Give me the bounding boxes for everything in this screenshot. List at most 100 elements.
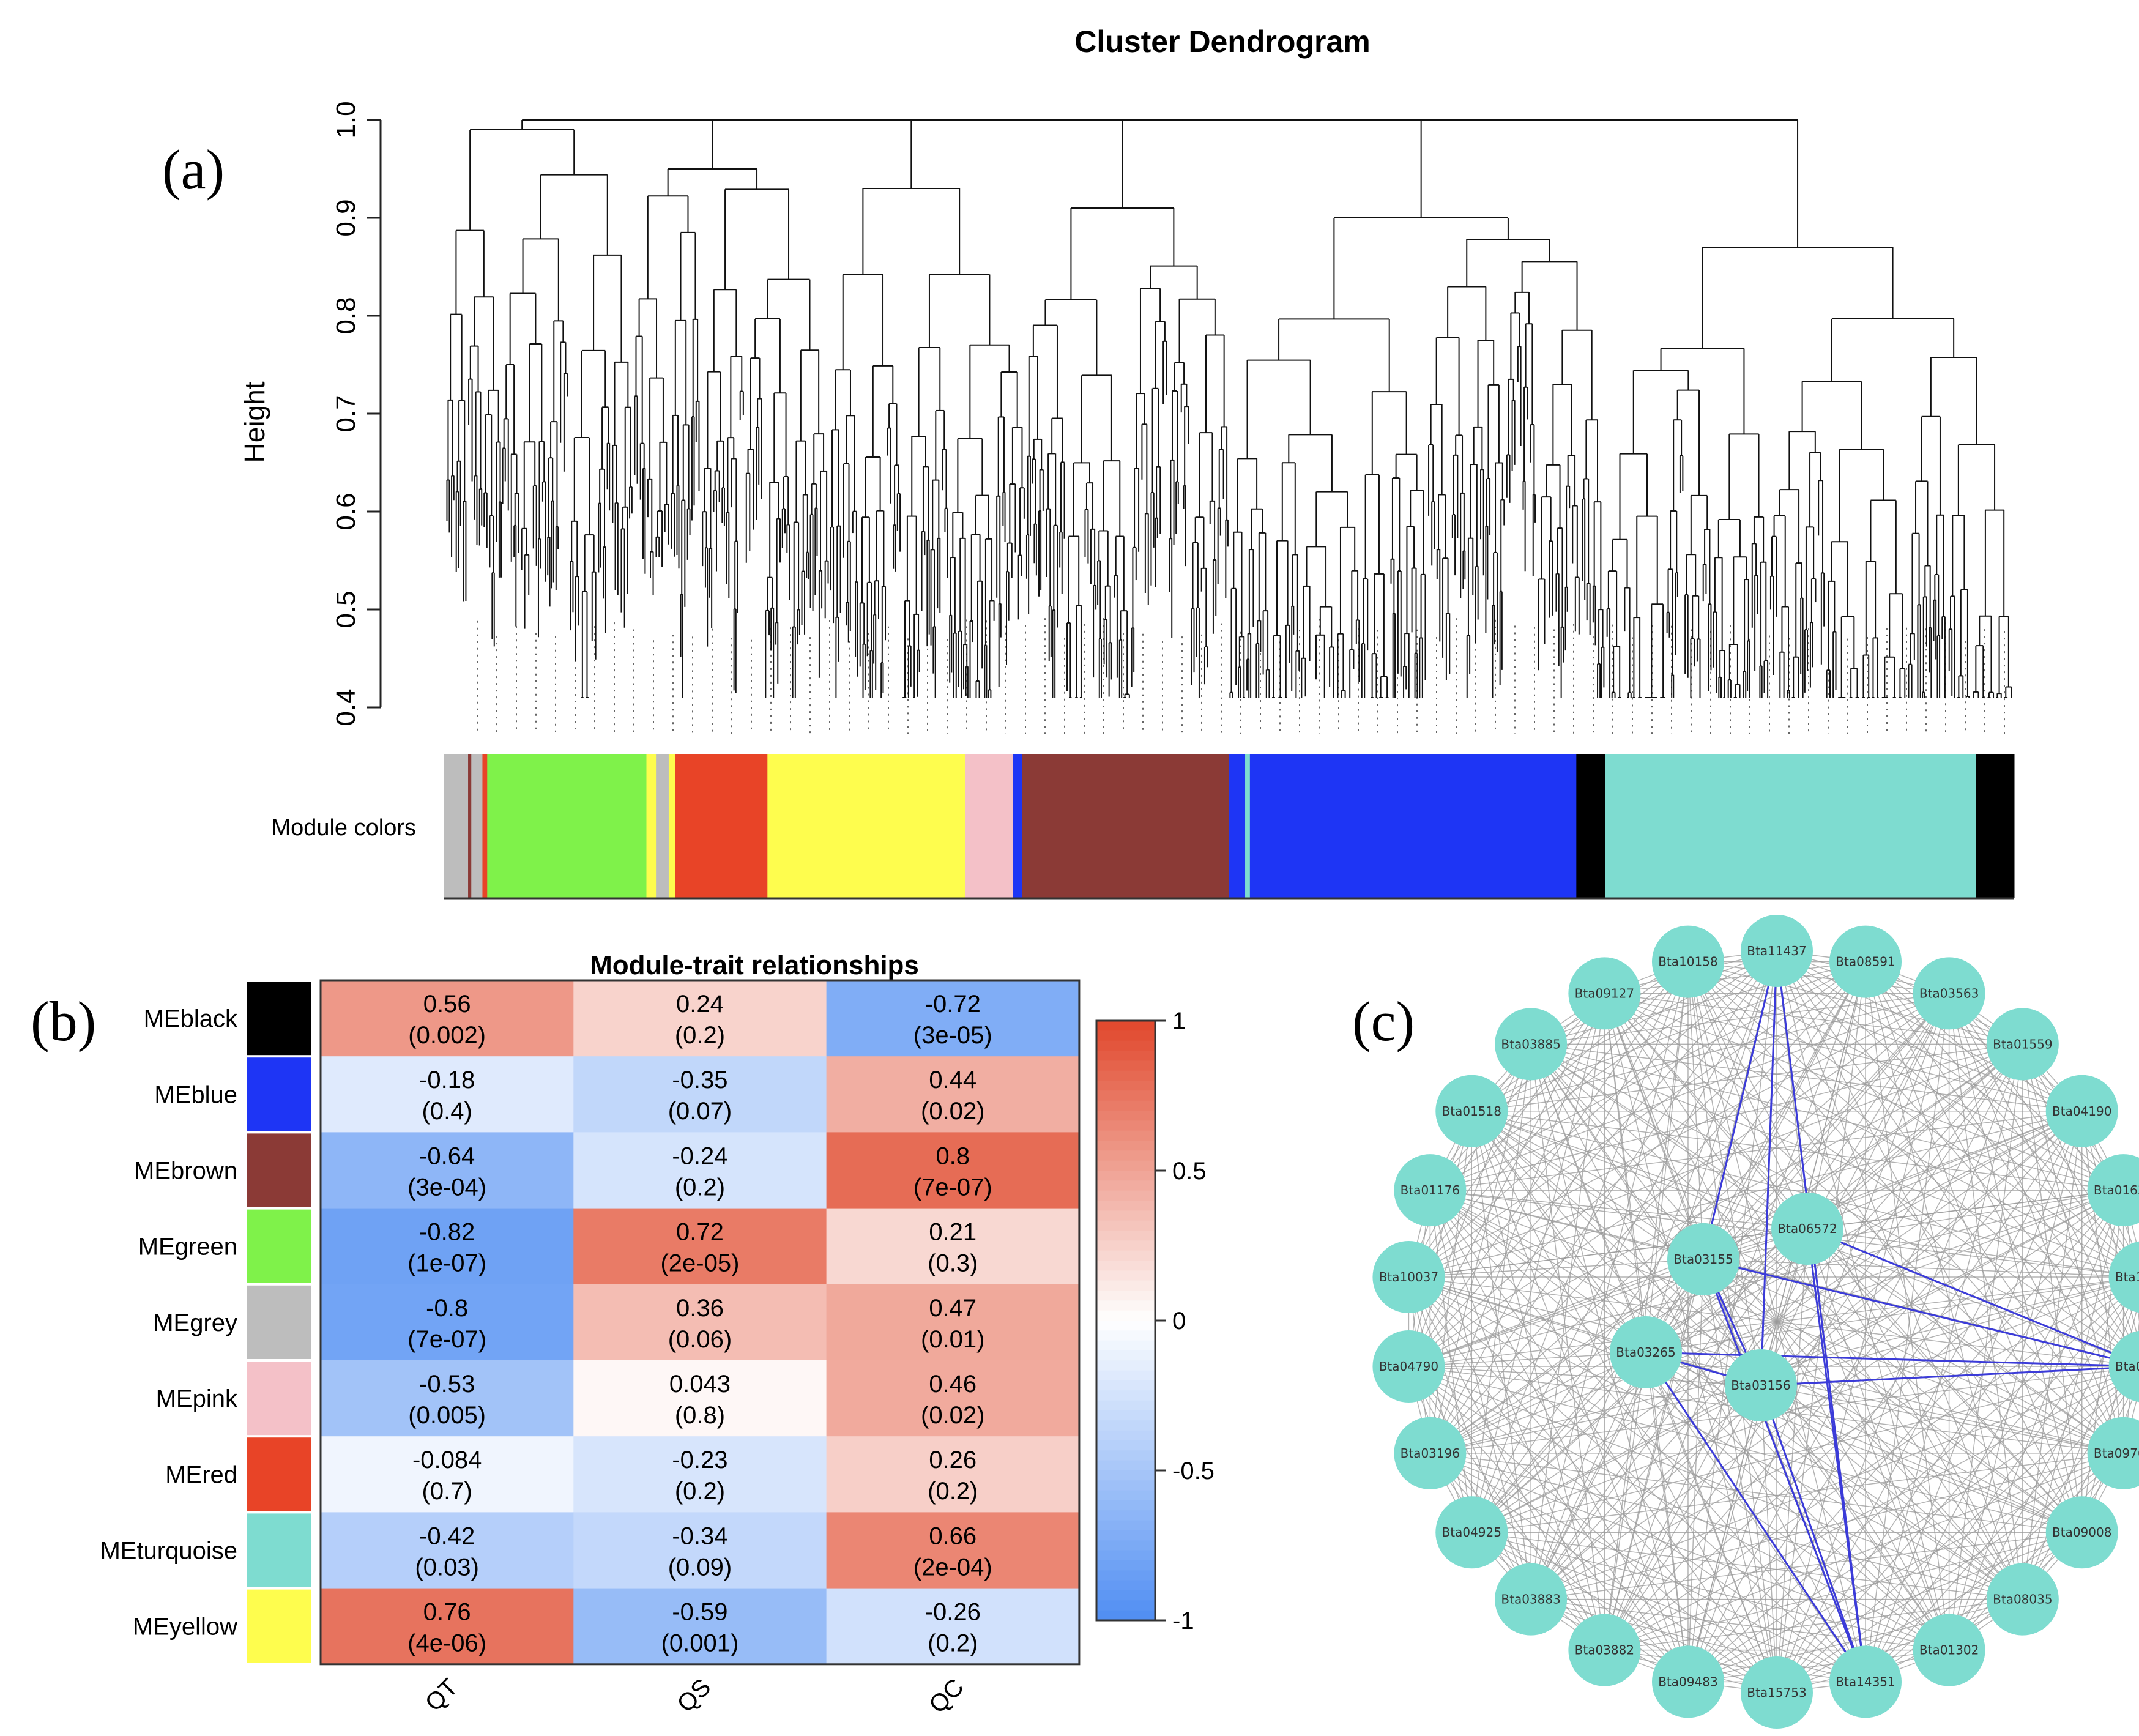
network-node-Bta12629: Bta12629 [2108, 1241, 2139, 1313]
network-edge [1865, 961, 2083, 1112]
network-edge [1408, 1276, 1761, 1386]
network-edge [1408, 1366, 2023, 1600]
network-nodes: Bta11437 Bta08591 Bta03563 Bta01559 Bta04190… [1372, 915, 2139, 1729]
node-circle [1986, 1008, 2059, 1081]
network-edge [1471, 1532, 2023, 1600]
cell-value: -0.34 [672, 1522, 727, 1549]
network-edge [1429, 1259, 1704, 1454]
panel-label-b: (b) [31, 990, 96, 1052]
colorbar-step [1096, 1090, 1155, 1101]
network-edge [1530, 950, 1777, 1045]
node-circle [1741, 1656, 1813, 1729]
network-edge [1776, 1228, 1808, 1693]
network-node-Bta03883: Bta03883 [1495, 1563, 1568, 1636]
heatmap-cell [826, 1436, 1080, 1513]
network-edge [1807, 1228, 2124, 1454]
heatmap-cell [573, 1284, 827, 1361]
network-edge [1703, 1259, 2124, 1454]
node-label: Bta01518 [1442, 1104, 1501, 1119]
colorbar-step [1096, 1280, 1155, 1291]
cell-pvalue: (3e-04) [407, 1174, 486, 1201]
colorbar-step [1096, 1231, 1155, 1242]
cell-pvalue: (0.001) [661, 1630, 739, 1657]
node-label: Bta01559 [1993, 1037, 2052, 1051]
cell-value: -0.35 [672, 1067, 727, 1093]
network-edge [1604, 993, 2023, 1045]
network-edge [1408, 1111, 1472, 1367]
network-edge [1471, 950, 1777, 1533]
y-tick-label: 0.4 [331, 688, 361, 726]
row-label-MEpink: MEpink [156, 1385, 238, 1412]
highlighted-edge [1807, 1227, 2139, 1365]
network-edge [1687, 1369, 2139, 1683]
colorbar-step [1096, 1220, 1155, 1231]
network-edge [1530, 1043, 1761, 1386]
panel-label-c: (c) [1352, 990, 1415, 1052]
network-edge [1687, 1385, 1761, 1682]
node-label: Bta09768 [2094, 1446, 2139, 1461]
network-edge [1429, 1190, 1605, 1650]
dendrogram-title: Cluster Dendrogram [1074, 24, 1370, 59]
node-circle [1372, 1330, 1445, 1403]
node-circle [1913, 1614, 1985, 1686]
colorbar-step [1096, 1450, 1155, 1461]
heatmap-cells: 0.56 (0.002) 0.24 (0.2) -0.72 (3e-05) -0.18 (0.… [319, 979, 1081, 1666]
network-edge [1471, 1111, 1777, 1693]
dendrogram-tree [446, 119, 2012, 698]
cell-pvalue: (0.03) [415, 1554, 479, 1581]
network-edge [1645, 1277, 2139, 1353]
colorbar-step [1096, 1460, 1155, 1471]
network-edge [1949, 1453, 2124, 1651]
highlighted-edge [1702, 950, 1778, 1260]
network-edge [1645, 1352, 1777, 1693]
colorbar-step [1096, 1410, 1155, 1421]
colorbar-step [1096, 1300, 1155, 1311]
network-edge [1530, 1598, 1777, 1693]
node-circle [1568, 1614, 1641, 1686]
network-edge [1776, 1598, 2023, 1693]
heatmap-cell [321, 1208, 574, 1285]
node-circle [2045, 1075, 2118, 1147]
node-label: Bta09008 [2052, 1525, 2111, 1540]
row-swatch-MEred [247, 1437, 311, 1511]
heatmap-cell [573, 1360, 827, 1437]
network-edge [1604, 1280, 2139, 1651]
colorbar-step [1096, 1081, 1155, 1092]
node-label: Bta01630 [2094, 1183, 2139, 1198]
heatmap-cell [321, 980, 574, 1057]
network-edge [1430, 1385, 1761, 1454]
heatmap-cell [573, 1436, 827, 1513]
network-edge [1604, 993, 1808, 1229]
node-circle [1568, 957, 1641, 1030]
network-edge [1760, 1385, 1777, 1693]
network-edge [1408, 1366, 1605, 1651]
network-edge [1408, 1276, 1472, 1533]
network-edge [1471, 1532, 1777, 1693]
y-tick-label: 0.7 [331, 395, 361, 432]
node-circle [2087, 1417, 2139, 1489]
network-edge [1430, 1352, 1646, 1454]
colorbar-step [1096, 1210, 1155, 1221]
highlighted-edge [1760, 1385, 1867, 1682]
colorbar-step [1096, 1240, 1155, 1251]
network-edge [1604, 993, 2139, 1363]
cell-value: -0.084 [412, 1447, 482, 1473]
network-edge [1604, 1649, 1866, 1683]
network-edge [1429, 961, 1689, 1191]
network-node-Bta01518: Bta01518 [1435, 1075, 1508, 1147]
network-node-Bta08035: Bta08035 [1986, 1563, 2059, 1636]
network-edge [1471, 1111, 1531, 1600]
cell-pvalue: (7e-07) [407, 1326, 486, 1353]
network-node-Bta10037: Bta10037 [1372, 1240, 1445, 1313]
node-label: Bta14351 [1836, 1674, 1895, 1689]
node-label: Bta10037 [1379, 1270, 1438, 1284]
network-edge [1530, 1043, 2139, 1364]
network-node-Bta15753: Bta15753 [1741, 1656, 1813, 1729]
network-edge [1604, 961, 1689, 1650]
cell-pvalue: (0.01) [921, 1326, 985, 1353]
node-circle [2108, 1330, 2139, 1403]
network-edge [1604, 993, 2124, 1454]
node-label: Bta03885 [1501, 1037, 1560, 1051]
network-node-Bta03563: Bta03563 [1913, 957, 1985, 1030]
